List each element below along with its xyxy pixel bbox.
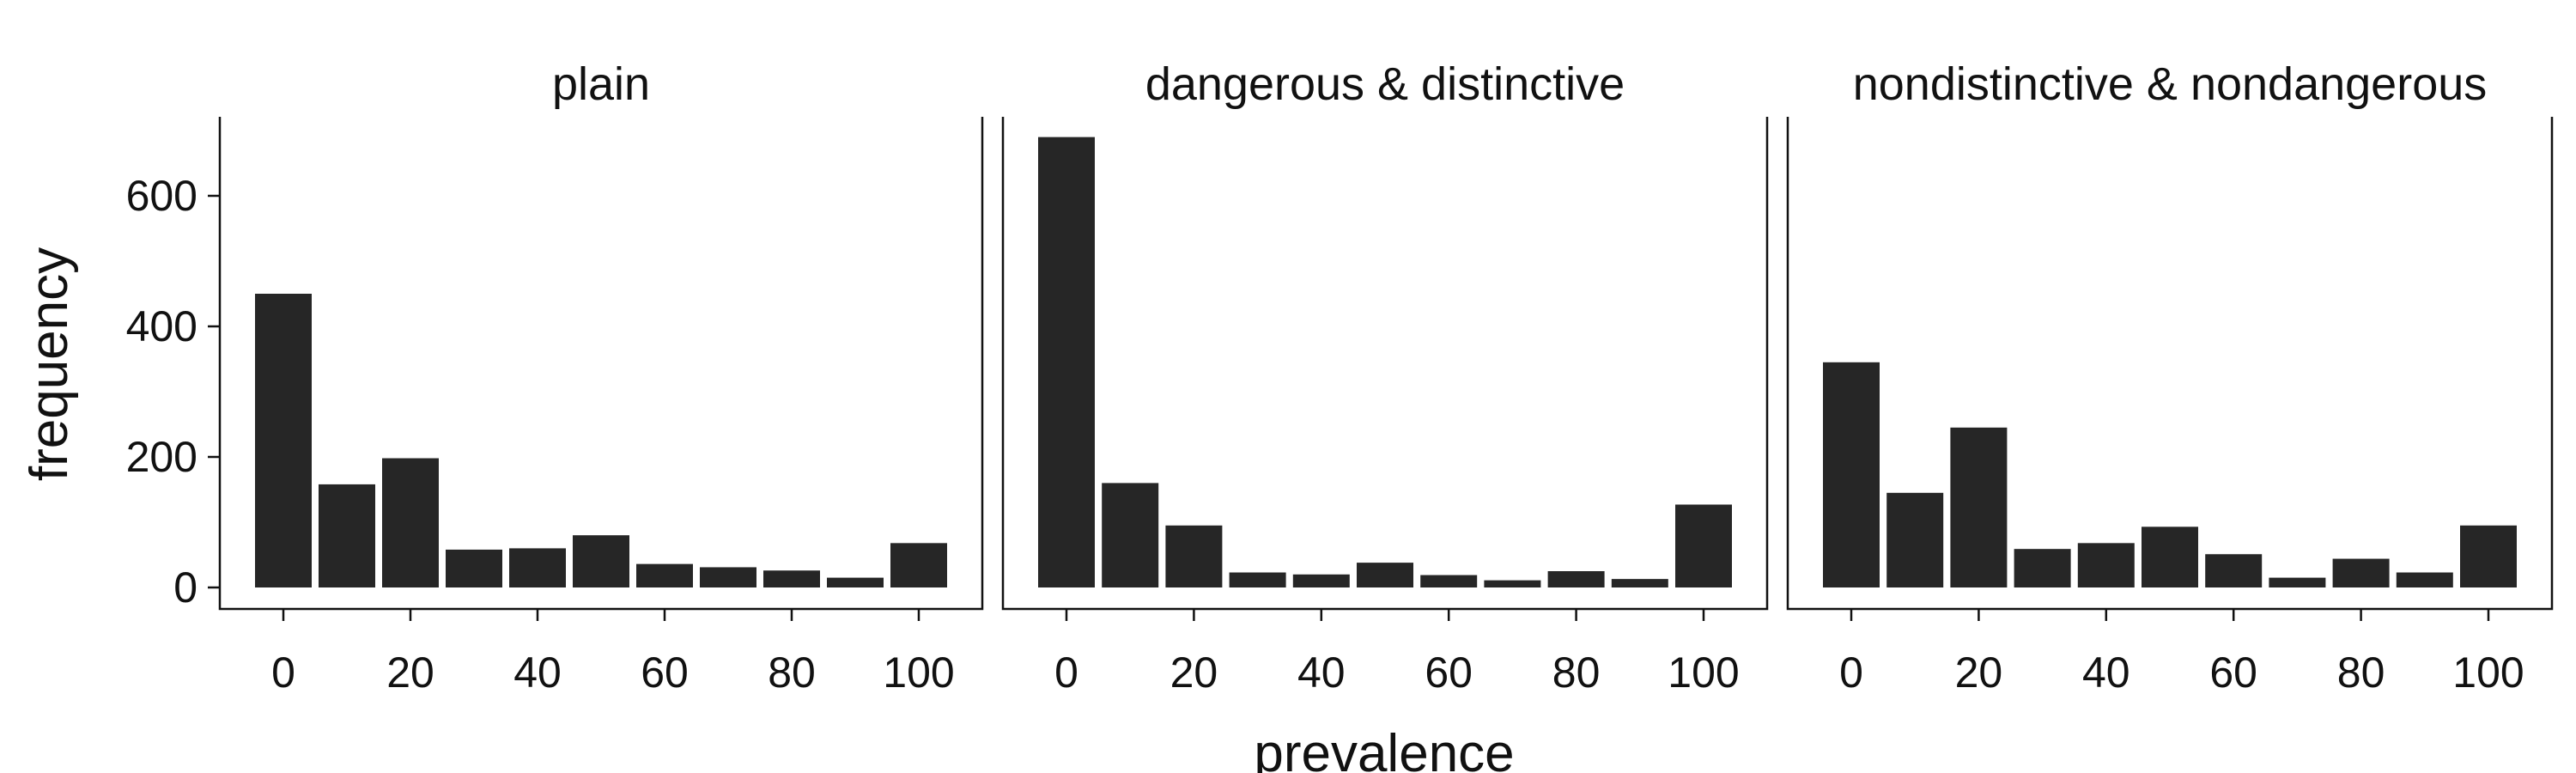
- x-tick-label: 20: [386, 648, 434, 697]
- bar: [1165, 525, 1223, 587]
- bar: [2014, 549, 2071, 587]
- bar: [1484, 580, 1541, 587]
- x-tick-label: 100: [883, 648, 954, 697]
- bar: [2205, 554, 2263, 587]
- bar: [1229, 572, 1286, 587]
- y-axis-title: frequency: [20, 247, 79, 481]
- bar: [827, 577, 884, 587]
- bar: [509, 548, 566, 587]
- bar: [2460, 525, 2517, 587]
- panel-title: nondistinctive & nondangerous: [1853, 58, 2488, 110]
- x-tick-label: 0: [271, 648, 295, 697]
- bar: [573, 535, 629, 587]
- panel-title: plain: [552, 58, 650, 110]
- y-tick-label: 200: [126, 433, 197, 481]
- bar: [1675, 504, 1732, 587]
- bar: [1038, 137, 1095, 588]
- bar: [319, 484, 375, 587]
- bar: [1950, 427, 2008, 587]
- x-tick-label: 100: [1668, 648, 1739, 697]
- panel-frame: [1001, 117, 1769, 611]
- bar: [763, 570, 820, 587]
- panel-1: plain 0 20 40 60 80 100 0 200 400 600: [126, 58, 984, 697]
- x-tick-label: 80: [2337, 648, 2385, 697]
- bar: [1102, 483, 1159, 587]
- x-tick-label: 80: [1552, 648, 1601, 697]
- y-tick-label: 600: [126, 172, 197, 220]
- x-axis-title: prevalence: [1254, 724, 1514, 773]
- bar: [382, 458, 439, 587]
- bar: [2332, 558, 2390, 587]
- x-tick-label: 80: [768, 648, 816, 697]
- bar: [2396, 572, 2453, 587]
- x-tick-label: 0: [1054, 648, 1078, 697]
- bar: [636, 563, 693, 587]
- x-tick-label: 60: [1425, 648, 1473, 697]
- bar: [1611, 579, 1668, 587]
- x-tick-label: 40: [2082, 648, 2130, 697]
- bar: [2077, 543, 2135, 587]
- x-tick-label: 20: [1170, 648, 1218, 697]
- bar: [1547, 571, 1605, 587]
- x-tick-label: 60: [2209, 648, 2257, 697]
- bar: [1886, 492, 1944, 587]
- x-tick-label: 20: [1955, 648, 2003, 697]
- panel-frame: [218, 117, 984, 611]
- bar: [1823, 362, 1880, 587]
- bar: [1357, 563, 1413, 587]
- y-tick-label: 400: [126, 302, 197, 350]
- bar: [890, 543, 947, 587]
- bar: [446, 549, 502, 587]
- panel-2: dangerous & distinctive 0 20 40 60 80 100: [1001, 58, 1769, 697]
- panel-frame: [1786, 117, 2554, 611]
- bar: [700, 567, 756, 587]
- bar: [1292, 574, 1350, 587]
- bar: [2269, 577, 2326, 587]
- bar: [1420, 575, 1478, 587]
- bar: [2142, 526, 2198, 587]
- panel-title: dangerous & distinctive: [1145, 58, 1625, 110]
- bar: [255, 294, 312, 587]
- x-tick-label: 100: [2452, 648, 2524, 697]
- x-tick-label: 60: [641, 648, 689, 697]
- x-tick-label: 40: [1297, 648, 1346, 697]
- y-tick-label: 0: [173, 563, 197, 612]
- x-tick-label: 40: [513, 648, 562, 697]
- panel-3: nondistinctive & nondangerous 0 20 40 60 80 10…: [1786, 58, 2554, 697]
- x-tick-label: 0: [1839, 648, 1863, 697]
